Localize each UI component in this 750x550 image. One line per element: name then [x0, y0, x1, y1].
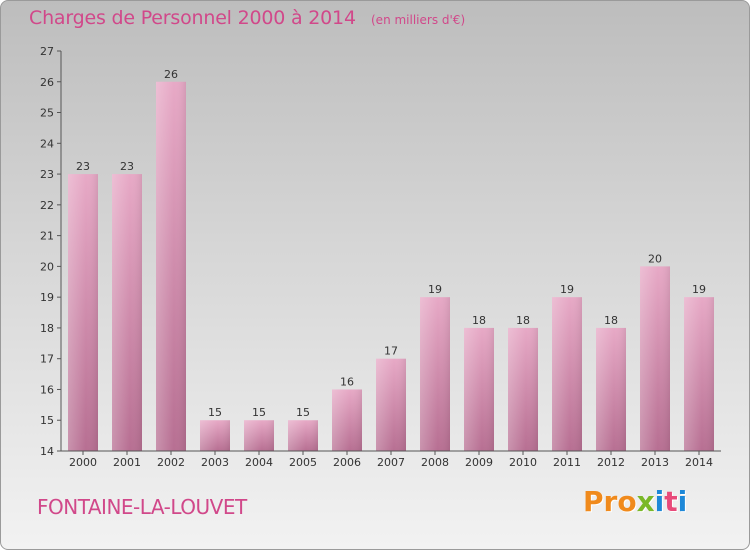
logo-letter: x: [636, 485, 655, 518]
bar-shade: [420, 297, 450, 451]
y-tick-label: 22: [40, 199, 54, 212]
logo-letter: i: [654, 485, 665, 518]
x-tick-label: 2006: [333, 456, 361, 469]
y-tick-label: 27: [40, 45, 54, 58]
bar-shade: [640, 266, 670, 451]
x-tick-label: 2009: [465, 456, 493, 469]
bar-value-label: 23: [120, 160, 134, 173]
x-tick-label: 2012: [597, 456, 625, 469]
bar-shade: [376, 358, 406, 451]
bar-value-label: 19: [692, 283, 706, 296]
x-tick-label: 2000: [69, 456, 97, 469]
bar-shade: [68, 174, 98, 452]
y-tick-label: 19: [40, 291, 54, 304]
bar-value-label: 20: [648, 252, 662, 265]
bar-value-label: 15: [208, 406, 222, 419]
y-tick-label: 25: [40, 107, 54, 120]
logo-letter: o: [617, 485, 637, 518]
logo-letter: r: [603, 485, 618, 518]
bar-shade: [508, 327, 538, 451]
bar-shade: [244, 420, 274, 451]
x-tick-label: 2007: [377, 456, 405, 469]
bar-value-label: 18: [604, 314, 618, 327]
logo-letter: i: [677, 485, 688, 518]
x-tick-label: 2001: [113, 456, 141, 469]
logo-letter: P: [583, 485, 604, 518]
y-tick-label: 20: [40, 260, 54, 273]
x-tick-label: 2013: [641, 456, 669, 469]
bar-value-label: 19: [428, 283, 442, 296]
y-tick-label: 24: [40, 137, 54, 150]
y-tick-label: 15: [40, 414, 54, 427]
bar-shade: [596, 327, 626, 451]
x-tick-label: 2004: [245, 456, 273, 469]
bar-shade: [684, 297, 714, 451]
bar-shade: [112, 174, 142, 452]
bar-value-label: 16: [340, 375, 354, 388]
logo-letter: t: [664, 485, 678, 518]
bar-value-label: 26: [164, 68, 178, 81]
x-tick-label: 2010: [509, 456, 537, 469]
x-tick-label: 2005: [289, 456, 317, 469]
bar-shade: [200, 420, 230, 451]
bar-shade: [332, 389, 362, 451]
y-tick-label: 14: [40, 445, 54, 458]
x-tick-label: 2014: [685, 456, 713, 469]
bar-value-label: 15: [296, 406, 310, 419]
x-tick-label: 2003: [201, 456, 229, 469]
bar-value-label: 18: [516, 314, 530, 327]
bar-shade: [552, 297, 582, 451]
x-tick-label: 2008: [421, 456, 449, 469]
chart-title: Charges de Personnel 2000 à 2014: [29, 7, 356, 29]
y-tick-label: 17: [40, 353, 54, 366]
bar-shade: [288, 420, 318, 451]
x-tick-label: 2002: [157, 456, 185, 469]
x-tick-label: 2011: [553, 456, 581, 469]
y-tick-label: 26: [40, 76, 54, 89]
bar-shade: [156, 81, 186, 452]
bar-value-label: 17: [384, 345, 398, 358]
y-tick-label: 18: [40, 322, 54, 335]
place-name: FONTAINE-LA-LOUVET: [37, 495, 247, 519]
y-tick-label: 23: [40, 168, 54, 181]
y-tick-label: 16: [40, 383, 54, 396]
bar-value-label: 19: [560, 283, 574, 296]
bar-shade: [464, 327, 494, 451]
chart-subtitle: (en milliers d'€): [371, 13, 466, 27]
proxiti-logo: Proxiti: [583, 485, 687, 518]
bar-value-label: 18: [472, 314, 486, 327]
bar-value-label: 23: [76, 160, 90, 173]
bar-value-label: 15: [252, 406, 266, 419]
y-tick-label: 21: [40, 230, 54, 243]
